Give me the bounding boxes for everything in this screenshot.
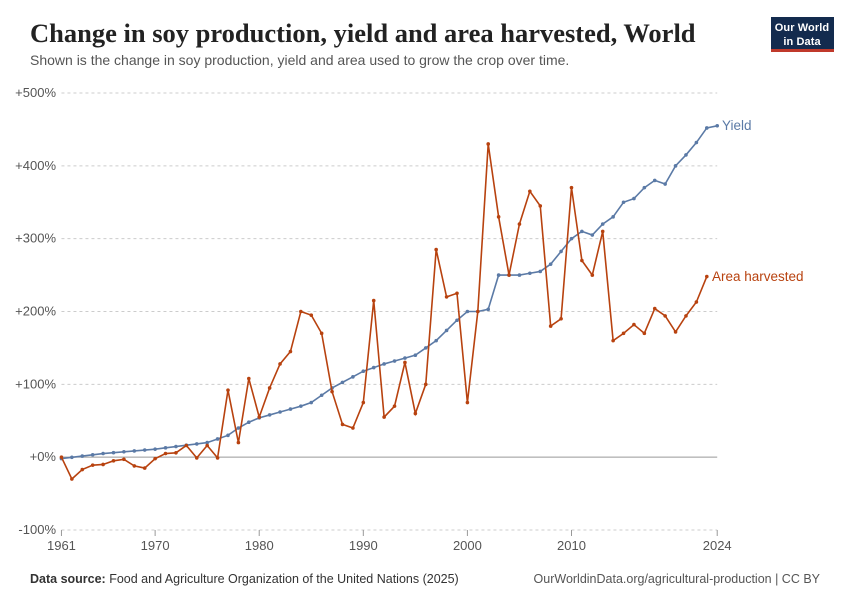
svg-text:2010: 2010: [557, 538, 586, 553]
svg-text:+100%: +100%: [15, 376, 56, 391]
svg-text:1990: 1990: [349, 538, 378, 553]
svg-text:+500%: +500%: [15, 85, 56, 100]
svg-text:+0%: +0%: [30, 449, 57, 464]
svg-text:+400%: +400%: [15, 158, 56, 173]
svg-text:1961: 1961: [47, 538, 76, 553]
svg-text:1980: 1980: [245, 538, 274, 553]
svg-text:-100%: -100%: [18, 522, 56, 537]
svg-text:1970: 1970: [141, 538, 170, 553]
svg-text:+200%: +200%: [15, 304, 56, 319]
svg-text:+300%: +300%: [15, 231, 56, 246]
svg-text:Yield: Yield: [722, 118, 752, 133]
svg-text:2024: 2024: [703, 538, 732, 553]
svg-text:2000: 2000: [453, 538, 482, 553]
svg-text:Area harvested: Area harvested: [712, 269, 804, 284]
